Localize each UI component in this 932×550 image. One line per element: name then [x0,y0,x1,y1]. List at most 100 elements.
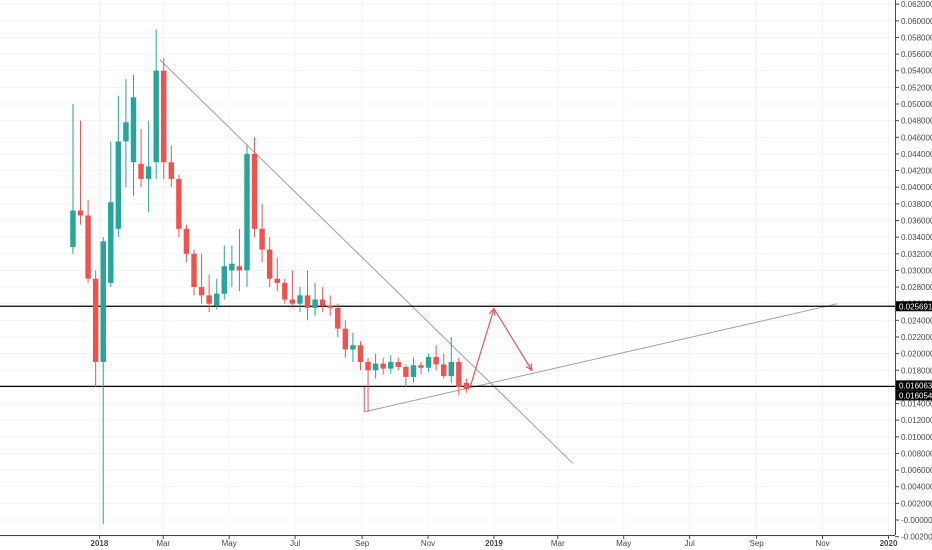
level-price-label: 0.016063 [899,381,932,390]
y-tick-label: 0.014000 [901,400,932,409]
y-tick-label: 0.062000 [901,0,932,9]
y-tick-label: 0.040000 [901,183,932,192]
candle-body [100,241,106,362]
candle-body [77,210,84,216]
y-tick-label: 0.032000 [901,250,932,259]
trendline-ascending [364,303,838,413]
y-tick-label: 0.024000 [901,316,932,325]
y-tick-label: 0.004000 [901,483,932,492]
candle-body [183,228,190,254]
candle-body [448,361,455,377]
candle-body [342,328,349,350]
y-tick-label: 0.046000 [901,133,932,142]
y-tick-label: 0.018000 [901,366,932,375]
candle-body [168,162,175,179]
y-tick-label: 0.042000 [901,167,932,176]
x-tick-label: Sep [355,539,370,548]
y-tick-label: 0.020000 [901,350,932,359]
candle-body [304,295,311,308]
candle-body [236,266,243,271]
candle-body [115,141,122,229]
candle-body [198,287,205,296]
y-tick-label: 0.028000 [901,283,932,292]
candle-body [327,305,333,308]
candle-body [92,278,99,362]
x-tick-label: Mar [156,539,170,548]
y-tick-label: -0.002000 [901,533,932,542]
x-tick-label: May [616,539,631,548]
trendline-descending [159,59,574,464]
candle-body [395,361,402,367]
candle-body [229,263,235,271]
candle-body [259,228,265,250]
candle-body [410,365,417,377]
candle-layer [70,29,470,525]
x-tick-label: Nov [815,539,829,548]
candle-body [274,278,280,283]
y-tick-label: 0.006000 [901,466,932,475]
candle-body [440,364,447,377]
candle-body [123,122,129,142]
candle-body [403,366,409,377]
candle-body [388,361,394,369]
level-price-tag [896,301,932,312]
candle-body [130,97,137,163]
level-line-layer [0,305,895,387]
y-tick-label: 0.058000 [901,33,932,42]
time-axis[interactable]: 2018 Mar May Jul Sep Nov 2019 Mar May Jul Sep Nov 20… [0,535,898,548]
y-tick-label: 0.010000 [901,433,932,442]
candle-body [319,299,326,306]
x-tick-label: 2018 [91,539,109,548]
candle-body [312,299,318,308]
y-tick-label: 0.060000 [901,17,932,26]
x-tick-label: Mar [551,539,565,548]
candle-body [456,361,462,387]
projection-arrowhead-up [488,307,496,316]
price-axis[interactable]: 0.062000 0.060000 0.058000 0.056000 0.054000… [895,0,932,542]
level-price-tag [896,380,932,391]
x-tick-label: Sep [750,539,765,548]
y-tick-label: 0.054000 [901,67,932,76]
candle-body [463,382,470,390]
candle-body [335,307,341,329]
y-tick-label: 0.008000 [901,449,932,458]
candle-body [433,356,439,365]
y-tick-label: -0.000000 [901,516,932,525]
candle-body [251,153,258,229]
x-tick-label: May [222,539,237,548]
y-tick-label: 0.048000 [901,117,932,126]
candle-body [138,163,144,179]
x-tick-label: 2019 [485,539,503,548]
candle-body [350,345,356,350]
grid-layer [0,0,895,538]
y-tick-label: 0.038000 [901,200,932,209]
candle-body [266,249,273,279]
candle-body [70,210,76,248]
y-tick-label: 0.034000 [901,233,932,242]
candle-body [244,153,250,271]
y-tick-label: 0.012000 [901,416,932,425]
y-tick-label: 0.036000 [901,216,932,225]
candle-body [191,253,197,288]
y-tick-label: 0.050000 [901,100,932,109]
candle-body [145,166,152,179]
y-tick-label: 0.030000 [901,266,932,275]
candle-body [365,361,371,371]
y-tick-label: 0.052000 [901,83,932,92]
candle-body [282,282,288,300]
candle-body [372,363,379,371]
candle-body [108,202,114,283]
projection-arrowhead-down [525,363,533,372]
y-tick-label: 0.022000 [901,333,932,342]
x-tick-label: Jul [290,539,300,548]
candle-body [161,70,167,163]
candle-body [214,293,220,306]
x-tick-label: 2020 [880,539,898,548]
y-tick-label: 0.002000 [901,499,932,508]
level-price-tag [896,390,932,401]
candle-body [425,356,432,368]
candle-body [206,295,212,304]
candle-body [357,345,364,362]
